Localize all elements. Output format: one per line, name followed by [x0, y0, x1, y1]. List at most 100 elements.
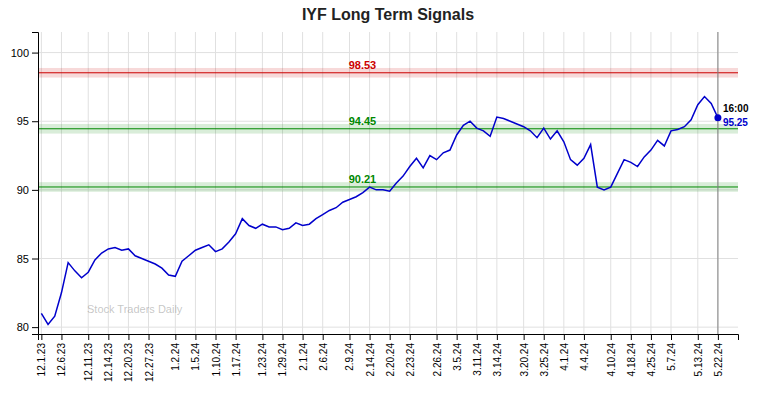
x-tick-label: 12.20.23	[123, 343, 134, 382]
x-tick: 12.20.23	[123, 334, 134, 382]
x-tick-mark	[108, 334, 109, 340]
x-tick-label: 2.6.24	[318, 343, 329, 371]
reference-band	[38, 124, 738, 134]
x-tick: 2.20.24	[385, 334, 396, 376]
x-tick-label: 2.20.24	[385, 343, 396, 377]
x-tick-mark	[524, 334, 525, 340]
x-tick-mark	[149, 334, 150, 340]
y-tick: 100	[11, 47, 38, 59]
x-tick-label: 3.5.24	[452, 343, 463, 371]
y-tick: 80	[17, 321, 38, 333]
x-tick-mark	[611, 334, 612, 340]
y-tick: 90	[17, 184, 38, 196]
x-tick-label: 3.25.24	[539, 343, 550, 377]
x-tick: 1.17.24	[231, 334, 242, 376]
x-tick-mark	[236, 334, 237, 340]
x-tick-mark	[410, 334, 411, 340]
x-tick-mark	[175, 334, 176, 340]
x-tick-label: 12.27.23	[144, 343, 155, 382]
y-tick-label: 85	[17, 253, 29, 265]
x-tick-mark	[631, 334, 632, 340]
x-tick: 2.9.24	[344, 334, 355, 371]
y-tick-mark	[32, 53, 38, 54]
y-tick: 85	[17, 253, 38, 265]
x-tick-label: 3.11.24	[472, 343, 483, 376]
x-tick-mark	[41, 334, 42, 340]
x-tick-mark	[564, 334, 565, 340]
x-tick: 1.29.24	[277, 334, 288, 376]
x-tick-mark	[349, 334, 350, 340]
x-tick: 2.1.24	[298, 334, 309, 371]
x-tick-label: 12.14.23	[103, 343, 114, 382]
x-axis-line	[39, 335, 739, 341]
x-tick: 4.1.24	[559, 334, 570, 371]
x-tick-label: 12.1.23	[36, 343, 47, 377]
x-tick: 12.27.23	[144, 334, 155, 382]
x-tick: 4.4.24	[579, 334, 590, 371]
x-tick: 5.7.24	[666, 334, 677, 371]
reference-line	[38, 186, 738, 187]
x-tick-mark	[128, 334, 129, 340]
reference-label: 90.21	[349, 173, 377, 185]
end-marker-line	[717, 32, 718, 334]
y-axis: 80 85 90 95 100	[11, 33, 39, 335]
x-tick: 3.14.24	[492, 334, 503, 376]
x-tick-label: 2.23.24	[405, 343, 416, 377]
x-tick-mark	[390, 334, 391, 340]
y-axis-line	[32, 33, 39, 335]
x-tick-label: 1.2.24	[170, 343, 181, 371]
x-tick-mark	[718, 334, 719, 340]
watermark: Stock Traders Daily	[87, 303, 183, 315]
y-tick: 95	[17, 115, 38, 127]
marks	[38, 32, 738, 334]
chart: 80 85 90 95 100 12.1.23 12.6.23 12.11.23 12.14.2…	[0, 0, 784, 398]
x-tick-label: 1.5.24	[190, 343, 201, 371]
reference-label: 98.53	[349, 59, 377, 71]
x-tick-label: 2.1.24	[298, 343, 309, 371]
x-tick-label: 4.1.24	[559, 343, 570, 371]
y-tick-label: 80	[17, 321, 29, 333]
x-tick-label: 4.18.24	[626, 343, 637, 377]
x-tick: 2.6.24	[318, 334, 329, 371]
x-tick: 12.6.23	[56, 334, 67, 376]
x-tick-label: 1.10.24	[211, 343, 222, 377]
x-tick-label: 5.7.24	[666, 343, 677, 371]
grid	[38, 32, 738, 334]
title: IYF Long Term Signals	[302, 6, 474, 23]
y-tick-mark	[32, 190, 38, 191]
grid-line-y	[38, 52, 738, 53]
plot-area: 80 85 90 95 100 12.1.23 12.6.23 12.11.23 12.14.2…	[11, 32, 749, 382]
x-tick-mark	[477, 334, 478, 340]
x-tick: 2.14.24	[365, 334, 376, 376]
x-tick: 4.18.24	[626, 334, 637, 376]
x-tick: 5.22.24	[713, 334, 724, 376]
grid-line-y	[38, 121, 738, 122]
x-tick-mark	[195, 334, 196, 340]
x-tick: 1.23.24	[257, 334, 268, 376]
x-tick-label: 2.14.24	[365, 343, 376, 377]
x-tick-mark	[262, 334, 263, 340]
x-tick: 3.11.24	[472, 334, 483, 376]
x-tick-mark	[370, 334, 371, 340]
x-tick-mark	[457, 334, 458, 340]
x-tick-mark	[437, 334, 438, 340]
y-tick-label: 95	[17, 115, 29, 127]
x-tick-label: 2.9.24	[344, 343, 355, 371]
x-tick-label: 1.23.24	[257, 343, 268, 377]
x-tick-label: 4.25.24	[646, 343, 657, 377]
x-tick-mark	[61, 334, 62, 340]
x-tick: 2.23.24	[405, 334, 416, 376]
x-tick-label: 4.4.24	[579, 343, 590, 371]
x-tick: 12.11.23	[83, 334, 94, 381]
x-tick-label: 3.14.24	[492, 343, 503, 377]
x-tick-mark	[671, 334, 672, 340]
grid-line-x	[717, 32, 718, 334]
x-tick-mark	[651, 334, 652, 340]
x-tick-mark	[323, 334, 324, 340]
end-point	[714, 114, 721, 121]
x-tick: 4.25.24	[646, 334, 657, 376]
end-label-price: 95.25	[723, 117, 748, 128]
x-tick: 12.1.23	[36, 334, 47, 376]
x-axis: 12.1.23 12.6.23 12.11.23 12.14.23 12.20.23 12…	[36, 334, 738, 382]
x-tick-label: 3.20.24	[519, 343, 530, 377]
